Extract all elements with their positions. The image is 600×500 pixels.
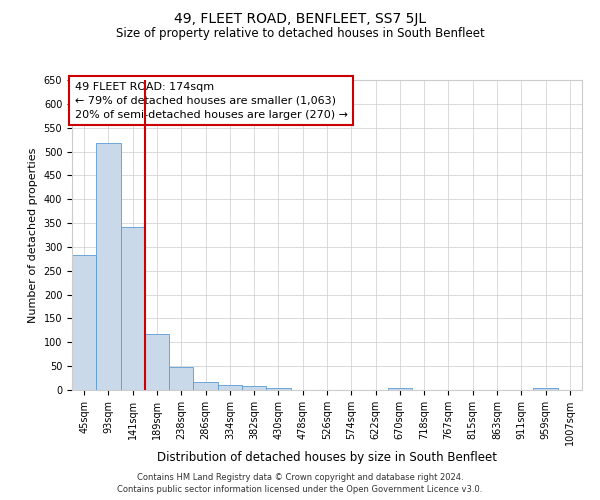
Bar — [266, 388, 290, 390]
Text: Contains HM Land Registry data © Crown copyright and database right 2024.
Contai: Contains HM Land Registry data © Crown c… — [118, 472, 482, 494]
Bar — [193, 382, 218, 390]
Bar — [121, 228, 145, 390]
Text: Size of property relative to detached houses in South Benfleet: Size of property relative to detached ho… — [116, 28, 484, 40]
Bar — [169, 367, 193, 390]
Y-axis label: Number of detached properties: Number of detached properties — [28, 148, 38, 322]
Text: 49 FLEET ROAD: 174sqm
← 79% of detached houses are smaller (1,063)
20% of semi-d: 49 FLEET ROAD: 174sqm ← 79% of detached … — [74, 82, 347, 120]
Bar — [533, 388, 558, 390]
Bar — [72, 255, 96, 390]
Bar — [145, 334, 169, 390]
Bar — [388, 388, 412, 390]
Text: 49, FLEET ROAD, BENFLEET, SS7 5JL: 49, FLEET ROAD, BENFLEET, SS7 5JL — [174, 12, 426, 26]
Bar — [96, 144, 121, 390]
Bar — [242, 386, 266, 390]
Bar — [218, 385, 242, 390]
X-axis label: Distribution of detached houses by size in South Benfleet: Distribution of detached houses by size … — [157, 450, 497, 464]
